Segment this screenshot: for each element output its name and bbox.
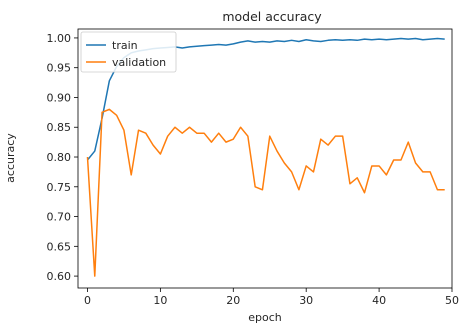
y-tick-label: 1.00 [47,32,72,45]
legend: train validation [80,31,177,73]
x-tick-label: 20 [226,294,240,307]
legend-validation-label: validation [112,56,166,69]
x-tick-label: 40 [372,294,386,307]
x-tick-label: 0 [84,294,91,307]
y-tick-label: 0.60 [47,270,72,283]
y-axis-ticks: 0.60 0.65 0.70 0.75 0.80 0.85 0.90 0.95 1.00 [47,32,78,283]
y-tick-label: 0.80 [47,151,72,164]
y-tick-label: 0.90 [47,91,72,104]
y-tick-label: 0.75 [47,181,72,194]
y-tick-label: 0.95 [47,62,72,75]
x-tick-label: 50 [445,294,459,307]
y-tick-label: 0.70 [47,211,72,224]
x-axis-ticks: 0 10 20 30 40 50 [84,288,459,307]
chart-title: model accuracy [222,9,322,24]
y-tick-label: 0.65 [47,240,72,253]
y-axis-label: accuracy [4,133,17,183]
x-tick-label: 30 [299,294,313,307]
x-axis-label: epoch [248,311,282,324]
y-tick-label: 0.85 [47,121,72,134]
x-tick-label: 10 [153,294,167,307]
series-line-validation [86,108,445,277]
legend-train-label: train [112,39,138,52]
